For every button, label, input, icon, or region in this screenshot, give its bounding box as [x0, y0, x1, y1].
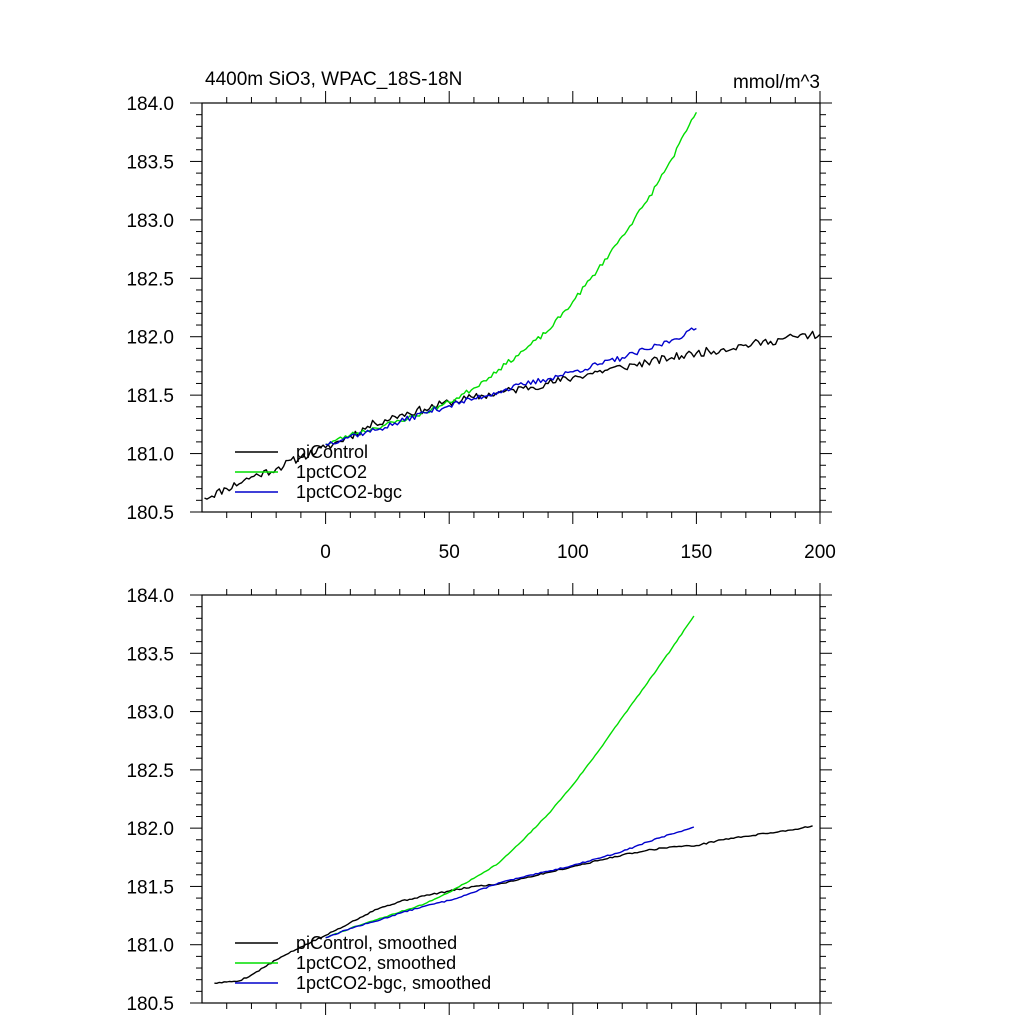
x-tick-label: 50	[439, 542, 460, 563]
y-tick-label: 184.0	[126, 94, 174, 115]
series-line-2	[325, 327, 697, 446]
y-tick-label: 180.5	[126, 994, 174, 1015]
y-tick-label: 184.0	[126, 586, 174, 607]
plot-frame	[201, 594, 821, 1004]
y-tick-label: 181.5	[126, 877, 174, 898]
series-line-0	[204, 330, 821, 500]
series-line-2	[325, 826, 695, 939]
units-label: mmol/m^3	[733, 72, 820, 93]
legend-label: 1pctCO2-bgc, smoothed	[296, 973, 491, 993]
legend-label: piControl, smoothed	[296, 933, 457, 953]
legend-label: 1pctCO2, smoothed	[296, 953, 456, 973]
legend-label: 1pctCO2	[296, 462, 367, 482]
y-tick-label: 183.0	[126, 703, 174, 724]
legend-label: 1pctCO2-bgc	[296, 482, 402, 502]
y-tick-label: 182.5	[126, 269, 174, 290]
x-tick-label: 200	[804, 542, 836, 563]
y-tick-label: 181.5	[126, 386, 174, 407]
y-tick-label: 182.0	[126, 819, 174, 840]
x-tick-label: 0	[320, 542, 331, 563]
legend-label: piControl	[296, 442, 368, 462]
y-tick-label: 182.0	[126, 328, 174, 349]
y-tick-label: 183.0	[126, 211, 174, 232]
y-tick-label: 181.0	[126, 936, 174, 957]
y-tick-label: 182.5	[126, 761, 174, 782]
y-tick-label: 183.5	[126, 152, 174, 173]
series-line-1	[325, 615, 695, 939]
y-tick-label: 180.5	[126, 503, 174, 524]
chart-title: 4400m SiO3, WPAC_18S-18N	[205, 69, 462, 90]
y-tick-label: 181.0	[126, 445, 174, 466]
bottom-panel: 180.5 181.0 181.5 182.0 182.5 183.0 183.5 184.0…	[126, 583, 832, 1015]
y-tick-label: 183.5	[126, 644, 174, 665]
top-panel: 4400m SiO3, WPAC_18S-18N mmol/m^3 0 50 100…	[126, 69, 835, 563]
x-tick-label: 100	[557, 542, 589, 563]
x-tick-label: 150	[681, 542, 713, 563]
series-line-1	[325, 111, 698, 446]
series-line-0	[214, 825, 813, 984]
plot-frame	[201, 102, 821, 513]
